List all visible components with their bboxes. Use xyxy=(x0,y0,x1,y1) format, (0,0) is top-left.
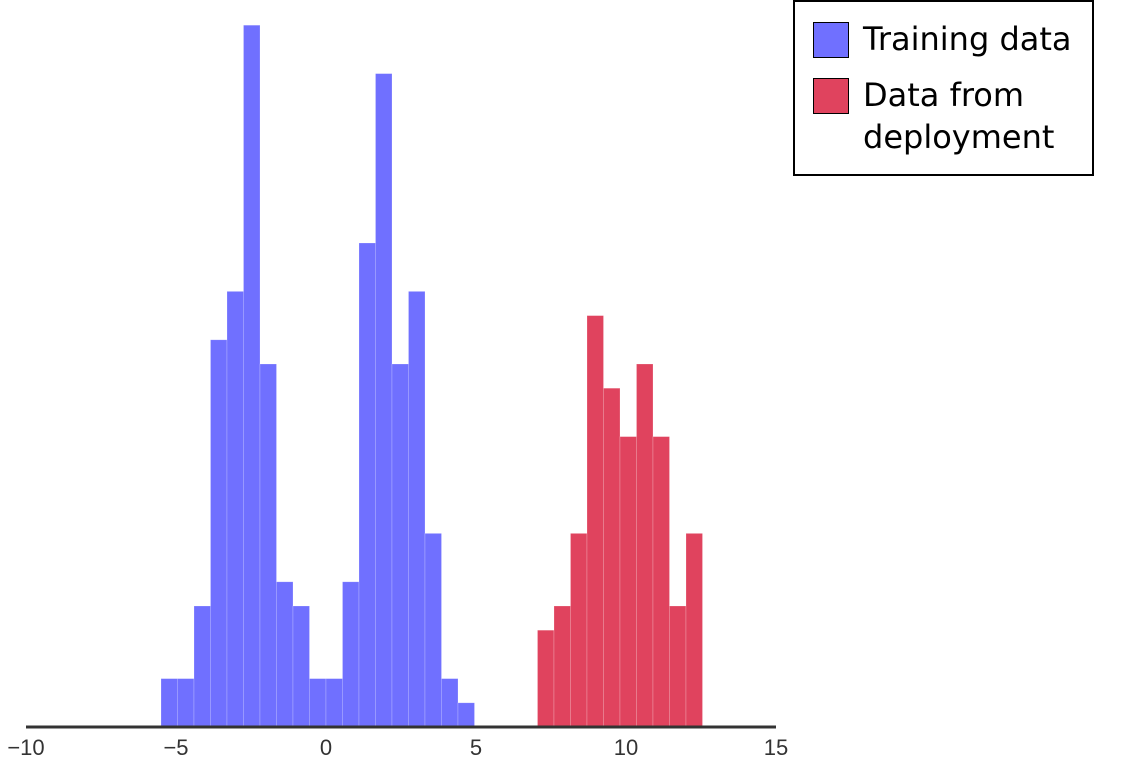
training-bar-9 xyxy=(309,678,327,728)
training-bar-18 xyxy=(457,702,475,728)
legend-swatch-training xyxy=(813,22,849,58)
training-bar-2 xyxy=(193,605,211,728)
x-tick-label: −10 xyxy=(7,735,44,757)
deployment-bar-7 xyxy=(652,436,670,728)
deployment-bar-0 xyxy=(537,629,555,728)
training-bar-10 xyxy=(325,678,343,728)
x-tick-label: 5 xyxy=(470,735,482,757)
training-bar-3 xyxy=(210,339,228,728)
training-bar-1 xyxy=(177,678,195,728)
deployment-bar-6 xyxy=(636,363,654,728)
legend-item-training: Training data xyxy=(813,20,1072,60)
training-bar-5 xyxy=(243,24,261,728)
training-bar-17 xyxy=(441,678,459,728)
deployment-bar-5 xyxy=(619,436,637,728)
training-data-bars xyxy=(160,24,475,728)
training-bar-14 xyxy=(391,363,409,728)
legend-label-training: Training data xyxy=(863,20,1072,58)
training-bar-13 xyxy=(375,73,393,728)
deployment-bar-9 xyxy=(685,533,703,728)
x-tick-label: 10 xyxy=(614,735,638,757)
training-bar-15 xyxy=(408,291,426,728)
training-bar-6 xyxy=(259,363,277,728)
legend-item-deployment: Data from deployment xyxy=(813,76,1054,158)
x-axis-ticks: −10 −5 0 5 10 15 xyxy=(7,735,788,757)
legend-swatch-deployment xyxy=(813,78,849,114)
deployment-data-bars xyxy=(537,315,703,728)
training-bar-12 xyxy=(358,242,376,728)
training-bar-16 xyxy=(424,533,442,728)
training-bar-8 xyxy=(292,605,310,728)
deployment-bar-2 xyxy=(570,533,588,728)
legend: Training data Data from deployment xyxy=(793,0,1094,176)
x-tick-label: −5 xyxy=(163,735,188,757)
deployment-bar-4 xyxy=(603,387,621,728)
training-bar-0 xyxy=(160,678,178,728)
training-bar-4 xyxy=(226,291,244,728)
deployment-bar-1 xyxy=(553,605,571,728)
deployment-bar-8 xyxy=(669,605,687,728)
training-bar-7 xyxy=(276,581,294,728)
training-bar-11 xyxy=(342,581,360,728)
x-tick-label: 15 xyxy=(764,735,788,757)
x-tick-label: 0 xyxy=(320,735,332,757)
legend-label-deployment: Data from deployment xyxy=(863,76,1055,156)
deployment-bar-3 xyxy=(586,315,604,728)
